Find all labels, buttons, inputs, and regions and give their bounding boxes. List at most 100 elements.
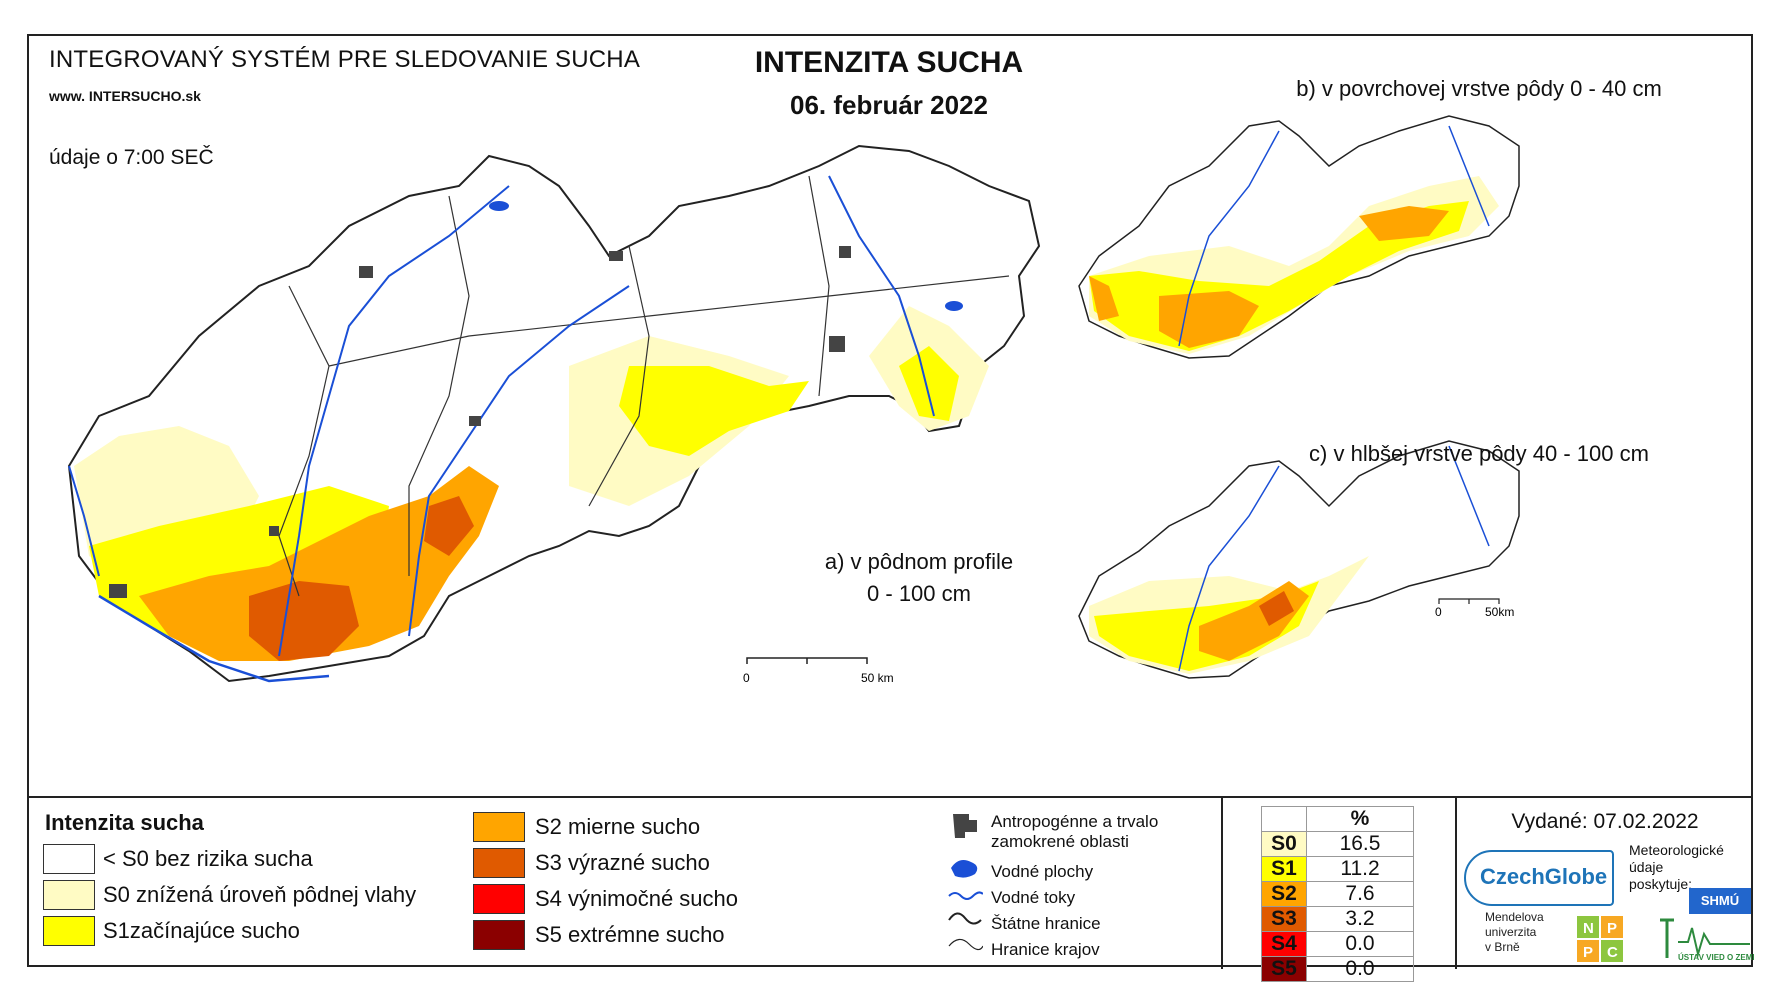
map-a-label-line2: 0 - 100 cm xyxy=(867,581,971,606)
percent-header: % xyxy=(1306,806,1414,832)
symbol-label-urban: Antropogénne a trvalo zamokrené oblasti xyxy=(991,812,1159,851)
nppc-p2: P xyxy=(1583,944,1593,961)
region-border-4 xyxy=(808,175,830,397)
region-border-1 xyxy=(278,285,330,597)
percent-value-s2: 7.6 xyxy=(1306,881,1414,907)
legend-divider-1 xyxy=(1221,798,1223,969)
map-b-s2 xyxy=(1089,206,1449,348)
table-row: S0 16.5 xyxy=(1261,831,1414,857)
meteo-line3: poskytuje: xyxy=(1629,876,1693,892)
percent-value-s1: 11.2 xyxy=(1306,856,1414,882)
s1-region-east xyxy=(899,346,959,421)
percent-value-s3: 3.2 xyxy=(1306,906,1414,932)
drought-maps: 0 50 km 0 50km xyxy=(67,115,1520,685)
urban-area-kosice xyxy=(829,336,845,352)
nppc-c: C xyxy=(1607,944,1618,961)
meteo-provider-note: Meteorologické údaje poskytuje: xyxy=(1629,842,1724,893)
table-row: S3 3.2 xyxy=(1261,906,1414,932)
swatch-s1 xyxy=(43,916,95,946)
percent-value-s4: 0.0 xyxy=(1306,931,1414,957)
map-c-river-2 xyxy=(1448,445,1490,547)
mendel-logo: Mendelova univerzita v Brně xyxy=(1485,910,1544,955)
percent-code-s0: S0 xyxy=(1261,831,1307,857)
scale-main-zero: 0 xyxy=(743,671,750,685)
river-vah xyxy=(278,185,510,657)
symbol-label-river: Vodné toky xyxy=(991,888,1076,907)
swatch-s4 xyxy=(473,884,525,914)
table-row: S5 0.0 xyxy=(1261,956,1414,982)
system-title: INTEGROVANÝ SYSTÉM PRE SLEDOVANIE SUCHA xyxy=(49,46,641,73)
legend-label-s4: S4 výnimočné sucho xyxy=(535,886,738,911)
river-morava xyxy=(68,465,100,577)
meteo-line2: údaje xyxy=(1629,859,1664,875)
river-hron xyxy=(408,285,630,637)
main-title: INTENZITA SUCHA xyxy=(754,46,1024,79)
map-b-river xyxy=(1178,130,1280,347)
s1-region-center xyxy=(619,366,809,456)
website-url[interactable]: www. INTERSUCHO.sk xyxy=(49,88,201,104)
percent-value-s0: 16.5 xyxy=(1306,831,1414,857)
scale-main-end: 50 km xyxy=(861,671,894,685)
mendel-line1: Mendelova xyxy=(1485,910,1544,924)
legend-label-s0: S0 znížená úroveň pôdnej vlahy xyxy=(103,882,417,907)
scale-bar-main xyxy=(746,657,868,664)
czechglobe-logo: CzechGlobe xyxy=(1464,850,1614,906)
urban-area-poprad xyxy=(609,251,623,261)
legend-title: Intenzita sucha xyxy=(45,810,204,835)
swatch-s0 xyxy=(43,880,95,910)
table-row: S2 7.6 xyxy=(1261,881,1414,907)
swatch-s2 xyxy=(473,812,525,842)
map-b-river-2 xyxy=(1448,125,1490,227)
symbol-label-region-border: Hranice krajov xyxy=(991,940,1100,959)
issued-date: Vydané: 07.02.2022 xyxy=(1511,810,1699,833)
main-map xyxy=(67,144,1041,683)
legend-label-s2: S2 mierne sucho xyxy=(535,814,701,839)
legend-label-below-s0: < S0 bez rizika sucha xyxy=(103,846,313,871)
meteo-line1: Meteorologické xyxy=(1629,842,1724,858)
map-b xyxy=(1078,115,1520,359)
uvz-text: ÚSTAV VIED O ZEMI xyxy=(1678,953,1754,962)
map-c-river xyxy=(1178,465,1280,672)
swatch-s3 xyxy=(473,848,525,878)
urban-area-bb xyxy=(469,416,481,426)
map-b-label: b) v povrchovej vrstve pôdy 0 - 40 cm xyxy=(1296,76,1662,101)
legend-label-s1: S1začínajúce sucho xyxy=(103,918,300,943)
mendel-line3: v Brně xyxy=(1485,940,1520,954)
region-border-icon xyxy=(948,938,983,951)
state-border-icon xyxy=(948,912,982,925)
map-date: 06. február 2022 xyxy=(789,90,988,120)
table-row: S1 11.2 xyxy=(1261,856,1414,882)
legend-label-s5: S5 extrémne sucho xyxy=(535,922,725,947)
urban-area-nitra xyxy=(269,526,279,536)
symbol-label-state-border: Štátne hranice xyxy=(991,914,1101,933)
scale-small-end: 50km xyxy=(1485,605,1514,619)
mendel-line2: univerzita xyxy=(1485,925,1537,939)
region-border-2 xyxy=(408,195,470,576)
swatch-s5 xyxy=(473,920,525,950)
map-frame: INTEGROVANÝ SYSTÉM PRE SLEDOVANIE SUCHA … xyxy=(27,34,1754,982)
map-c-s3 xyxy=(1259,591,1294,626)
map-a-label-line1: a) v pôdnom profile xyxy=(824,549,1014,574)
nppc-n: N xyxy=(1583,920,1594,937)
percent-table: % S0 16.5 S1 11.2 S2 7.6 S3 3.2 S4 0.0 S5 0.0 xyxy=(1261,806,1414,982)
scale-small-zero: 0 xyxy=(1435,605,1442,619)
urban-area-zilina xyxy=(359,266,373,278)
grey-area-icon xyxy=(953,814,977,838)
uvz-logo: ÚSTAV VIED O ZEMI xyxy=(1660,918,1754,962)
water-body-icon xyxy=(951,860,978,878)
s3-region-2 xyxy=(424,496,474,556)
percent-code-s3: S3 xyxy=(1261,906,1307,932)
percent-code-s1: S1 xyxy=(1261,856,1307,882)
table-row: S4 0.0 xyxy=(1261,931,1414,957)
percent-code-s4: S4 xyxy=(1261,931,1307,957)
urban-area-bratislava xyxy=(109,584,127,598)
river-east xyxy=(828,175,935,417)
percent-code-s2: S2 xyxy=(1261,881,1307,907)
water-body-sirava xyxy=(945,301,963,311)
urban-area-presov xyxy=(839,246,851,258)
region-border-5 xyxy=(328,275,1010,367)
symbol-label-water: Vodné plochy xyxy=(991,862,1094,881)
river-icon xyxy=(948,891,983,900)
nppc-p1: P xyxy=(1607,920,1617,937)
swatch-below-s0 xyxy=(43,844,95,874)
